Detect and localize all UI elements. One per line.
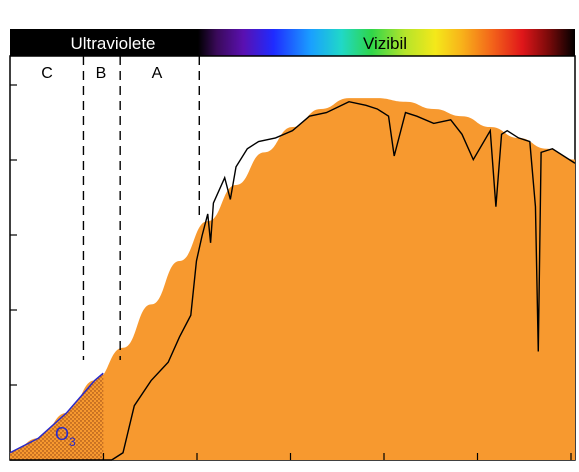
ozone-curve	[9, 372, 104, 454]
visible-band	[198, 29, 575, 56]
uv-band	[10, 29, 198, 56]
region-label-c: C	[41, 65, 53, 82]
uv-band-label: Ultraviolete	[70, 34, 155, 53]
region-label-a: A	[152, 65, 163, 82]
envelope-area	[10, 98, 575, 460]
measured-spectrum-line	[10, 100, 576, 461]
visible-band-label: Vizibil	[363, 34, 407, 53]
plot-area	[9, 56, 576, 461]
ozone-absorption-area	[10, 373, 104, 460]
ozone-label: O3	[55, 424, 76, 449]
region-label-b: B	[96, 65, 107, 82]
